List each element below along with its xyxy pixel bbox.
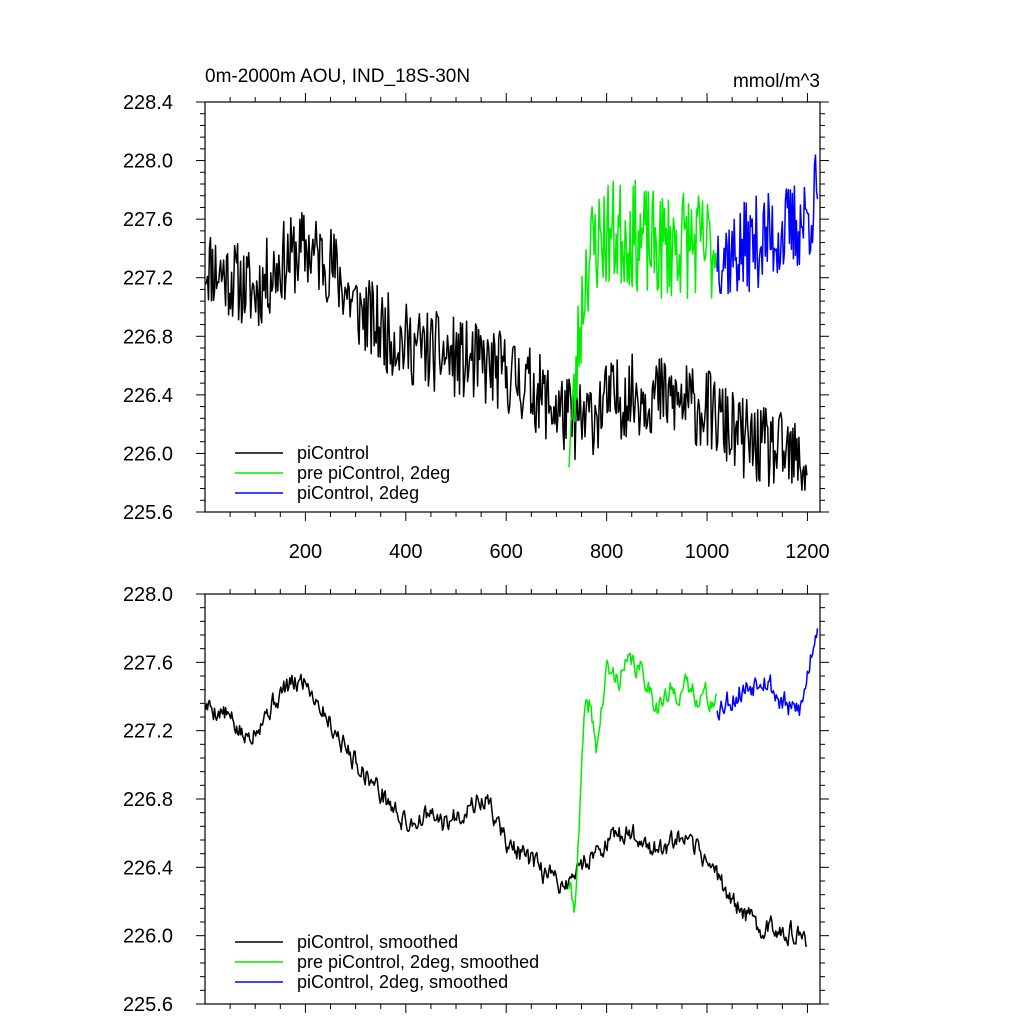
y-tick-label: 226.4 — [123, 857, 173, 879]
x-tick-label: 800 — [590, 541, 623, 563]
y-tick-label: 227.2 — [123, 268, 173, 290]
series-line — [204, 212, 808, 491]
plot-frame — [204, 593, 821, 1005]
axes-group: 200 400 600 800 1000 1200 225.6 226.0 226.4 226.8… — [123, 92, 830, 563]
series-group — [204, 628, 819, 948]
series-line — [568, 179, 718, 468]
top-panel: 0m-2000m AOU, IND_18S-30N mmol/m^3 200 40… — [123, 66, 830, 563]
y-tick-label: 228.4 — [123, 92, 173, 114]
y-tick-label: 226.8 — [123, 789, 173, 811]
legend-label: piControl, 2deg — [297, 483, 419, 503]
y-tick-label: 226.8 — [123, 326, 173, 348]
x-tick-label: 200 — [289, 541, 322, 563]
legend-label: piControl, 2deg, smoothed — [297, 972, 508, 992]
legend-label: pre piControl, 2deg — [297, 463, 450, 483]
y-tick-label: 227.6 — [123, 652, 173, 674]
y-tick-label: 225.6 — [123, 502, 173, 524]
y-tick-label: 228.0 — [123, 151, 173, 173]
y-tick-label: 228.0 — [123, 584, 173, 606]
x-tick-label: 1000 — [685, 541, 730, 563]
bottom-panel: 225.6 226.0 226.4 226.8 227.2 227.6 228.0 piCo… — [123, 584, 829, 1016]
series-line — [716, 628, 819, 721]
y-tick-label: 225.6 — [123, 994, 173, 1016]
series-line — [716, 154, 819, 295]
units-label: mmol/m^3 — [733, 71, 820, 92]
series-line — [568, 652, 718, 913]
plot-frame — [204, 101, 821, 513]
y-tick-label: 226.0 — [123, 443, 173, 465]
series-line — [204, 673, 808, 948]
x-tick-label: 400 — [389, 541, 422, 563]
y-tick-label: 227.2 — [123, 721, 173, 743]
legend-label: piControl — [297, 443, 369, 463]
legend-label: pre piControl, 2deg, smoothed — [297, 952, 539, 972]
chart-title: 0m-2000m AOU, IND_18S-30N — [205, 66, 470, 87]
legend-label: piControl, smoothed — [297, 932, 458, 952]
y-tick-label: 226.4 — [123, 385, 173, 407]
series-group — [204, 154, 819, 491]
axes-group: 225.6 226.0 226.4 226.8 227.2 227.6 228.0 — [123, 584, 829, 1016]
x-tick-label: 600 — [490, 541, 523, 563]
y-tick-label: 226.0 — [123, 926, 173, 948]
x-tick-label: 1200 — [785, 541, 830, 563]
y-tick-label: 227.6 — [123, 209, 173, 231]
